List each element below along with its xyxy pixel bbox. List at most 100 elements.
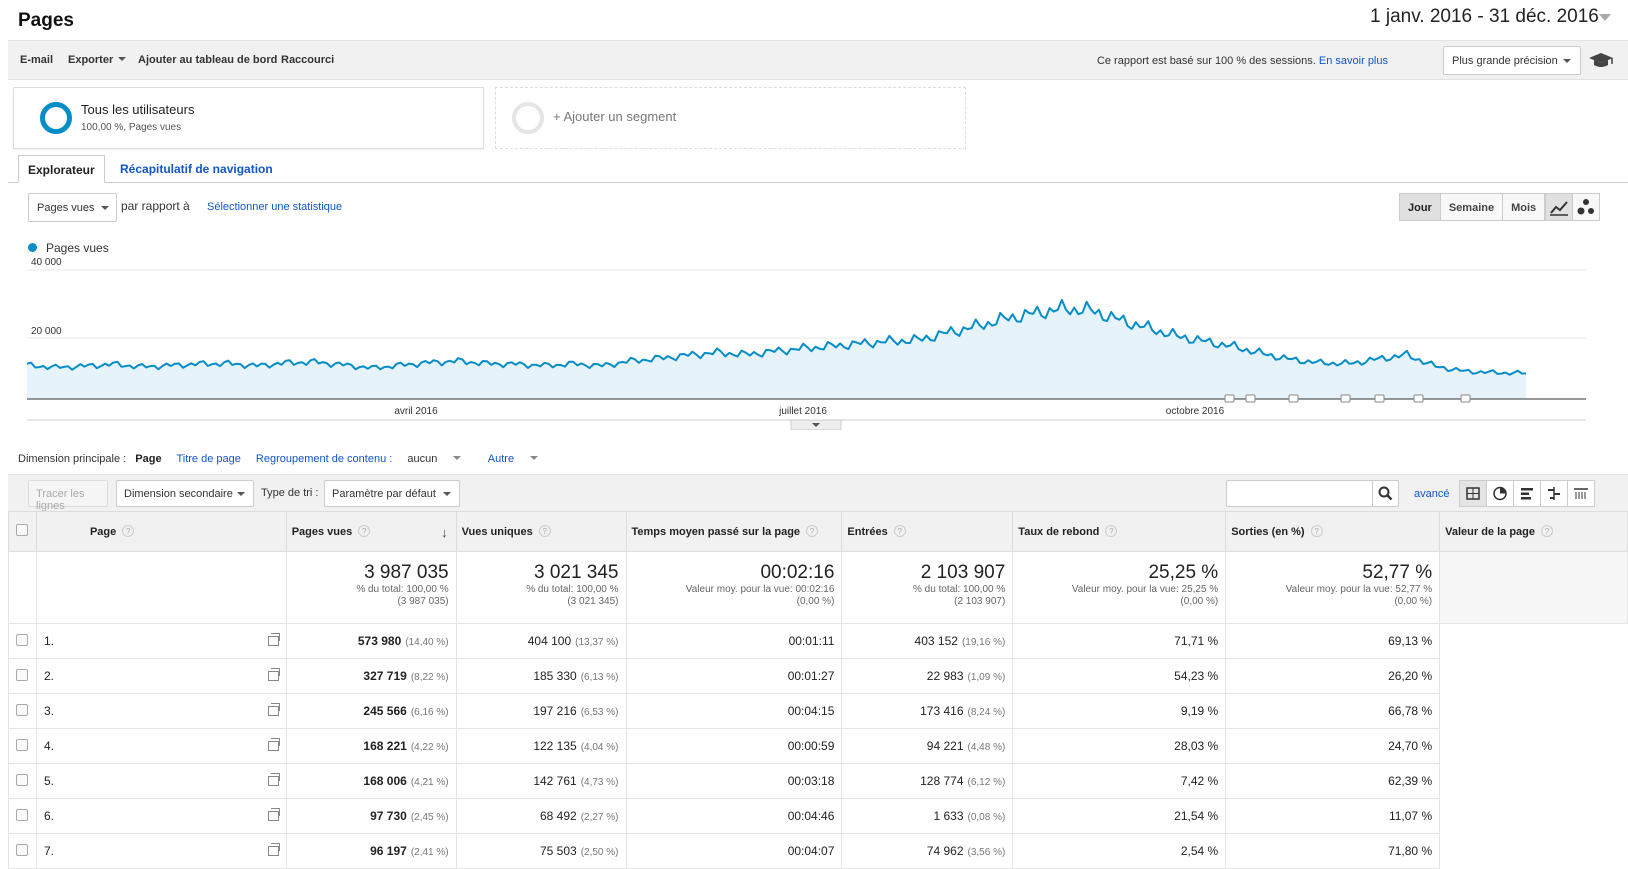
dimension-other[interactable]: Autre: [488, 453, 550, 465]
content-group-value: aucun: [407, 453, 438, 465]
tab-explorer[interactable]: Explorateur: [18, 155, 105, 183]
table-row[interactable]: 4. 168 221 (4,22 %) 122 135 (4,04 %) 00:00:59…: [8, 728, 1628, 764]
col-header-unique-views[interactable]: Vues uniques?: [455, 511, 627, 552]
row-checkbox[interactable]: [16, 773, 29, 786]
row-entrances: 173 416 (8,24 %): [841, 693, 1014, 729]
view-table-button[interactable]: [1459, 480, 1487, 507]
open-link-icon[interactable]: [267, 808, 280, 821]
row-checkbox[interactable]: [16, 703, 29, 716]
table-row[interactable]: 1. 573 980 (14,40 %) 404 100 (13,37 %) 00:01:…: [8, 623, 1628, 659]
help-icon[interactable]: ?: [122, 525, 135, 537]
help-icon[interactable]: ?: [806, 525, 819, 537]
secondary-dimension-select[interactable]: Dimension secondaire: [116, 480, 254, 507]
col-header-page-value[interactable]: Valeur de la page?: [1439, 511, 1628, 552]
segment-all-users[interactable]: Tous les utilisateurs 100,00 %, Pages vu…: [13, 87, 484, 149]
row-page-cell: 3.: [35, 693, 287, 729]
export-button[interactable]: Exporter: [68, 54, 127, 66]
search-button[interactable]: [1372, 480, 1399, 507]
x-tick-april: avril 2016: [394, 406, 438, 417]
motion-chart-button[interactable]: [1572, 193, 1600, 221]
help-icon[interactable]: ?: [893, 525, 906, 537]
dimension-page-title[interactable]: Titre de page: [176, 453, 241, 465]
help-icon[interactable]: ?: [1541, 525, 1553, 537]
graduation-cap-icon[interactable]: [1586, 51, 1616, 71]
open-link-icon[interactable]: [267, 633, 280, 646]
col-header-page[interactable]: Page?: [35, 511, 287, 552]
open-link-icon[interactable]: [267, 773, 280, 786]
series-line: [26, 298, 1527, 376]
table-search-input[interactable]: [1226, 480, 1373, 507]
row-exit-rate: 62,39 %: [1225, 763, 1441, 799]
col-header-entrances[interactable]: Entrées?: [841, 511, 1014, 552]
totals-row: 3 987 035% du total: 100,00 % (3 987 035)…: [8, 551, 1628, 624]
row-index: 4.: [43, 739, 54, 753]
precision-select[interactable]: Plus grande précision: [1443, 46, 1581, 75]
row-pageviews: 327 719 (8,22 %): [285, 658, 457, 694]
dimension-content-group[interactable]: Regroupement de contenu : aucun: [256, 453, 473, 465]
sort-type-select[interactable]: Paramètre par défaut: [324, 480, 460, 507]
table-row[interactable]: 6. 97 730 (2,45 %) 68 492 (2,27 %) 00:04:46 1 …: [8, 798, 1628, 834]
col-header-pageviews[interactable]: Pages vues? ↓: [285, 511, 457, 552]
y-tick-20k: 20 000: [31, 326, 62, 337]
period-day-button[interactable]: Jour: [1399, 193, 1441, 221]
bubble-chart-icon: [1577, 199, 1594, 215]
x-tick-october: octobre 2016: [1166, 406, 1225, 417]
view-comparison-button[interactable]: [1540, 480, 1568, 507]
period-week-button[interactable]: Semaine: [1439, 193, 1504, 221]
row-entrances: 1 633 (0,08 %): [841, 798, 1014, 834]
open-link-icon[interactable]: [267, 843, 280, 856]
row-checkbox[interactable]: [16, 668, 29, 681]
col-header-bounce-rate[interactable]: Taux de rebond?: [1012, 511, 1227, 552]
col-header-exit-rate[interactable]: Sorties (en %)?: [1225, 511, 1441, 552]
row-pageviews: 96 197 (2,41 %): [285, 833, 457, 869]
row-index: 5.: [43, 774, 54, 788]
select-all-checkbox[interactable]: [16, 524, 29, 536]
row-checkbox-cell: [8, 728, 37, 764]
date-range-picker[interactable]: 1 janv. 2016 - 31 déc. 2016: [1365, 2, 1615, 32]
view-pivot-button[interactable]: [1567, 480, 1595, 507]
table-row[interactable]: 3. 245 566 (6,16 %) 197 216 (6,53 %) 00:04:15…: [8, 693, 1628, 729]
view-performance-button[interactable]: [1513, 480, 1541, 507]
open-link-icon[interactable]: [267, 738, 280, 751]
add-to-dashboard-button[interactable]: Ajouter au tableau de bord: [138, 54, 278, 66]
help-icon[interactable]: ?: [1310, 525, 1323, 537]
period-switch: Jour Semaine Mois: [1399, 193, 1546, 221]
row-checkbox[interactable]: [16, 843, 29, 856]
col-header-label: Vues uniques: [461, 526, 533, 538]
annotation-marker: [1224, 394, 1235, 403]
metric-select[interactable]: Pages vues: [28, 193, 117, 222]
chart-legend: Pages vues: [28, 241, 109, 255]
row-entrances: 94 221 (4,48 %): [841, 728, 1014, 764]
shortcut-button[interactable]: Raccourci: [281, 54, 335, 66]
row-index: 2.: [43, 669, 54, 683]
email-button[interactable]: E-mail: [20, 54, 54, 66]
select-metric-link[interactable]: Sélectionner une statistique: [207, 201, 343, 213]
col-header-avg-time[interactable]: Temps moyen passé sur la page?: [625, 511, 843, 552]
help-icon[interactable]: ?: [358, 525, 371, 537]
line-chart-button[interactable]: [1545, 193, 1573, 221]
plot-rows-button[interactable]: Tracer les lignes: [28, 480, 108, 512]
table-row[interactable]: 7. 96 197 (2,41 %) 75 503 (2,50 %) 00:04:07 74…: [8, 833, 1628, 869]
help-icon[interactable]: ?: [538, 525, 551, 537]
content-group-label: Regroupement de contenu :: [255, 453, 393, 465]
table-row[interactable]: 2. 327 719 (8,22 %) 185 330 (6,13 %) 00:01:27…: [8, 658, 1628, 694]
row-checkbox[interactable]: [16, 738, 29, 751]
row-checkbox[interactable]: [16, 633, 29, 646]
metric-label: Pages vues: [37, 202, 95, 214]
advanced-filter-link[interactable]: avancé: [1414, 488, 1450, 500]
help-icon[interactable]: ?: [1105, 525, 1118, 537]
top-bar: Pages 1 janv. 2016 - 31 déc. 2016: [0, 0, 1628, 40]
row-checkbox[interactable]: [16, 808, 29, 821]
chevron-down-icon: [1563, 59, 1571, 63]
period-month-button[interactable]: Mois: [1502, 193, 1546, 221]
dimension-page[interactable]: Page: [135, 453, 162, 465]
table-row[interactable]: 5. 168 006 (4,21 %) 142 761 (4,73 %) 00:03:18…: [8, 763, 1628, 799]
view-pie-button[interactable]: [1486, 480, 1514, 507]
chevron-down-icon: [118, 57, 127, 61]
tab-navigation-summary[interactable]: Récapitulatif de navigation: [120, 162, 273, 176]
learn-more-link[interactable]: En savoir plus: [1318, 55, 1388, 67]
add-segment-card[interactable]: + Ajouter un segment: [495, 87, 966, 149]
open-link-icon[interactable]: [267, 703, 280, 716]
open-link-icon[interactable]: [267, 668, 280, 681]
add-segment-label: + Ajouter un segment: [553, 109, 677, 124]
